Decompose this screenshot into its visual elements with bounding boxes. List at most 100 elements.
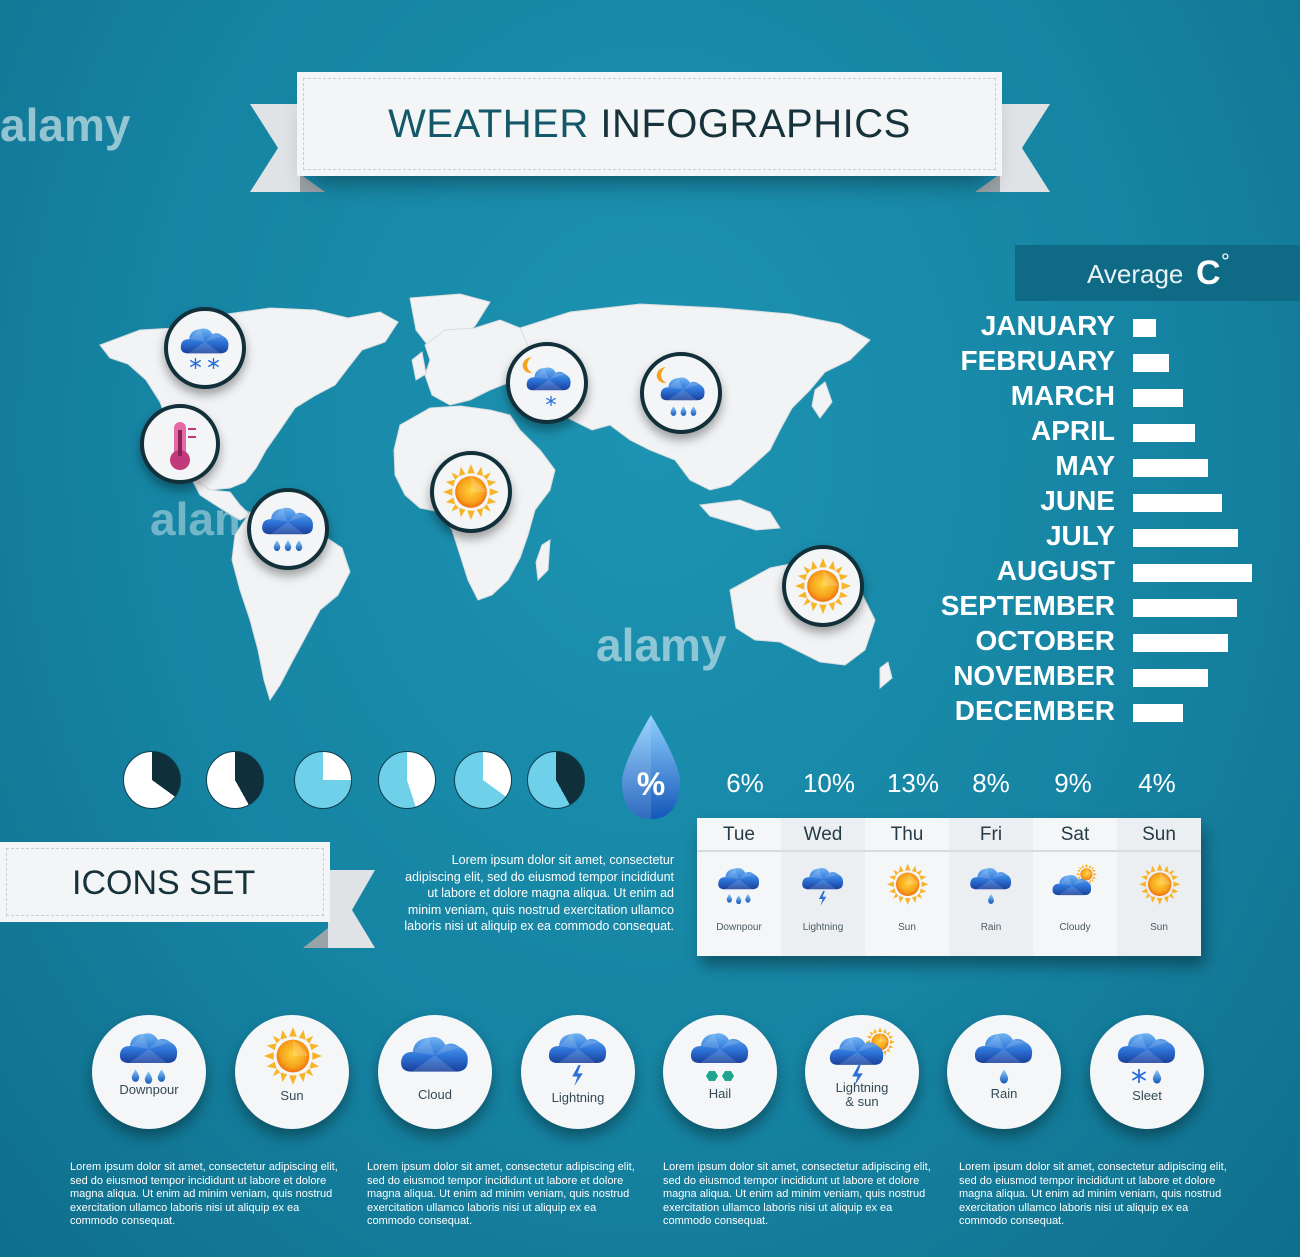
pie-chart bbox=[294, 751, 352, 809]
pie-chart bbox=[454, 751, 512, 809]
icon-label: Lightning & sun bbox=[805, 1081, 919, 1109]
humidity-value: 13% bbox=[886, 768, 940, 798]
footer-paragraph: Lorem ipsum dolor sit amet, consectetur … bbox=[367, 1161, 635, 1227]
icon-label: Sun bbox=[235, 1089, 349, 1103]
month-label: DECEMBER bbox=[954, 695, 1115, 726]
average-header: Average C ° bbox=[1015, 245, 1300, 301]
forecast-day: Fri Rain bbox=[949, 818, 1033, 956]
icons-set-banner: ICONS SET bbox=[0, 842, 330, 922]
ribbon-right-tail bbox=[975, 104, 1050, 192]
icon-label-line: Hail bbox=[708, 1086, 732, 1101]
icon-label: Cloud bbox=[378, 1088, 492, 1102]
iset-ribbon-tail bbox=[303, 870, 375, 948]
day-name: Sun bbox=[1142, 824, 1176, 845]
pie-chart bbox=[378, 751, 436, 809]
humidity-symbol: % bbox=[636, 766, 666, 802]
day-condition: Rain bbox=[980, 922, 1002, 933]
pie-chart bbox=[206, 751, 264, 809]
icon-label-line: Lightning bbox=[835, 1080, 889, 1095]
icon-label: Sleet bbox=[1090, 1089, 1204, 1103]
month-label: MAY bbox=[1055, 450, 1115, 481]
icon-circle: Rain bbox=[947, 1015, 1061, 1129]
title-part-2: INFOGRAPHICS bbox=[600, 102, 911, 146]
divider bbox=[697, 850, 781, 852]
icon-label-line: Downpour bbox=[119, 1082, 179, 1097]
temperature-bar bbox=[1133, 319, 1156, 337]
sun-icon bbox=[882, 862, 932, 913]
temperature-bar bbox=[1133, 599, 1237, 617]
sun-icon bbox=[1134, 862, 1184, 913]
icon-label-line: Sun bbox=[280, 1088, 304, 1103]
month-label: MARCH bbox=[1010, 380, 1115, 411]
temperature-bar bbox=[1133, 494, 1222, 512]
month-label: JANUARY bbox=[980, 310, 1115, 341]
day-condition: Cloudy bbox=[1059, 922, 1091, 933]
icon-label-line: Sleet bbox=[1132, 1088, 1162, 1103]
icon-circle: Cloud bbox=[378, 1015, 492, 1129]
icon-label-line: Rain bbox=[990, 1086, 1018, 1101]
humidity-value: 10% bbox=[802, 768, 856, 798]
temperature-bar bbox=[1133, 459, 1208, 477]
day-name: Thu bbox=[890, 824, 924, 845]
month-label: AUGUST bbox=[996, 555, 1115, 586]
month-label: JUNE bbox=[1040, 485, 1115, 516]
snow-pin-icon bbox=[164, 307, 246, 389]
icon-label: Lightning bbox=[521, 1091, 635, 1105]
day-name: Sat bbox=[1060, 824, 1090, 845]
day-name: Tue bbox=[722, 824, 756, 845]
day-name: Fri bbox=[979, 824, 1003, 845]
humidity-value: 9% bbox=[1054, 768, 1092, 798]
forecast-day: Tue Downpour bbox=[697, 818, 781, 956]
temperature-bar bbox=[1133, 669, 1208, 687]
sun-pin-icon bbox=[430, 451, 512, 533]
lightning-icon bbox=[798, 862, 848, 913]
icon-circle: Sun bbox=[235, 1015, 349, 1129]
watermark-text: alamy bbox=[596, 619, 727, 671]
average-degree: ° bbox=[1221, 249, 1230, 274]
ribbon-left-tail bbox=[250, 104, 325, 192]
temperature-bar bbox=[1133, 704, 1183, 722]
icon-label-line: Cloud bbox=[418, 1087, 452, 1102]
day-condition: Sun bbox=[898, 922, 916, 933]
day-name: Wed bbox=[803, 824, 843, 845]
footer-paragraph: Lorem ipsum dolor sit amet, consectetur … bbox=[70, 1161, 338, 1227]
divider bbox=[781, 850, 865, 852]
icons-set-heading: ICONS SET bbox=[72, 864, 256, 902]
sun-pin-icon bbox=[782, 545, 864, 627]
average-label: Average bbox=[1087, 259, 1184, 289]
pie-chart bbox=[123, 751, 181, 809]
footer-paragraph: Lorem ipsum dolor sit amet, consectetur … bbox=[663, 1161, 931, 1227]
icon-circle: Hail bbox=[663, 1015, 777, 1129]
page-title: WEATHER INFOGRAPHICS bbox=[297, 102, 1002, 147]
icon-circle: Sleet bbox=[1090, 1015, 1204, 1129]
title-part-1: WEATHER bbox=[388, 102, 589, 146]
temperature-bar bbox=[1133, 354, 1169, 372]
forecast-day: Sun Sun bbox=[1117, 818, 1201, 956]
humidity-drop-icon bbox=[621, 715, 681, 819]
humidity-value: 8% bbox=[972, 768, 1010, 798]
divider bbox=[1117, 850, 1201, 852]
icon-label: Hail bbox=[663, 1087, 777, 1101]
icons-set-paragraph: Lorem ipsum dolor sit amet, consectetur … bbox=[404, 853, 674, 933]
average-unit: C bbox=[1196, 254, 1221, 292]
day-condition: Lightning bbox=[802, 922, 844, 933]
month-label: NOVEMBER bbox=[953, 660, 1115, 691]
humidity-value: 6% bbox=[726, 768, 764, 798]
forecast-day: Wed Lightning bbox=[781, 818, 865, 956]
forecast-day: Thu Sun bbox=[865, 818, 949, 956]
pie-chart bbox=[527, 751, 585, 809]
forecast-day: Sat Cloudy bbox=[1033, 818, 1117, 956]
icon-label-line: Lightning bbox=[551, 1090, 605, 1105]
cloudy-icon bbox=[1050, 862, 1100, 913]
thermometer-pin-icon bbox=[140, 404, 220, 484]
divider bbox=[865, 850, 949, 852]
temperature-bar bbox=[1133, 564, 1252, 582]
divider bbox=[949, 850, 1033, 852]
month-label: APRIL bbox=[1031, 415, 1115, 446]
temperature-bar bbox=[1133, 389, 1183, 407]
downpour-icon bbox=[714, 862, 764, 913]
rain-icon bbox=[966, 862, 1016, 913]
rain-pin-icon bbox=[247, 488, 329, 570]
temperature-bar bbox=[1133, 529, 1238, 547]
footer-paragraph: Lorem ipsum dolor sit amet, consectetur … bbox=[959, 1161, 1227, 1227]
